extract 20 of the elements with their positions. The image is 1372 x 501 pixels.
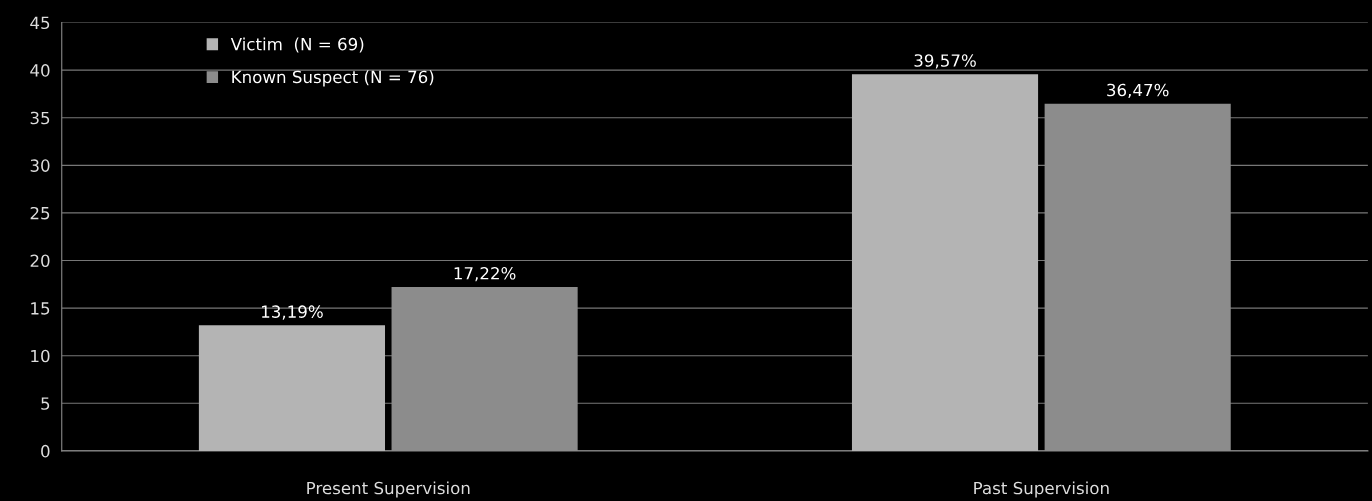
y-tick-label: 10 [31,349,50,363]
y-tick-label: 25 [30,206,50,220]
legend-label: Known Suspect (N = 76) [232,70,434,87]
data-label: 13,19% [262,305,323,320]
y-tick-label: 40 [30,64,50,77]
bar [851,74,1039,451]
bar [198,325,386,451]
data-label: 17,22% [454,266,516,282]
y-tick-label: 5 [41,397,50,410]
data-label: 36,47% [1107,83,1169,99]
data-label: 39,57% [914,54,976,69]
y-tick-label: 15 [31,302,50,315]
y-tick-label: 35 [30,111,50,125]
x-tick-label: Present Supervision [307,481,470,498]
x-tick-label: Past Supervision [974,481,1109,498]
y-tick-label: 20 [30,254,50,268]
legend-label: Victim (N = 69) [230,37,364,53]
y-tick-label: 45 [30,16,50,30]
y-tick-label: 30 [30,159,50,172]
y-tick-label: 0 [41,444,50,458]
